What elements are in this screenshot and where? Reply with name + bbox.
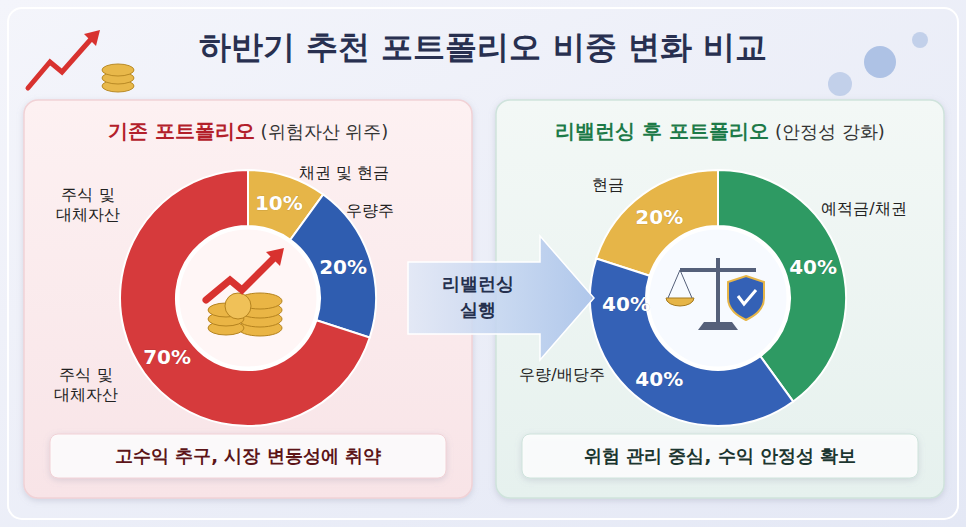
data-label: 20%	[635, 205, 683, 229]
chart-title: 기존 포트폴리오	[108, 119, 255, 143]
donut-hole	[648, 228, 788, 368]
data-label: 40%	[602, 292, 650, 316]
category-label: 주식 및대체자산	[54, 365, 118, 404]
caption-box	[522, 434, 918, 478]
data-label: 10%	[255, 191, 303, 215]
arrow-label: 리밸런싱	[442, 273, 514, 294]
data-label: 70%	[143, 345, 191, 369]
data-label: 40%	[789, 255, 837, 279]
chart-panel: 기존 포트폴리오(위험자산 위주)10%20%70%채권 및 현금우량주주식 및…	[24, 100, 472, 498]
data-label: 20%	[319, 255, 367, 279]
panel	[24, 100, 472, 498]
slice	[120, 170, 370, 426]
arrow-label: 실행	[460, 299, 496, 320]
caption: 위험 관리 중심, 수익 안정성 확보	[584, 445, 856, 466]
frame	[8, 8, 958, 519]
header-icon	[828, 32, 928, 96]
chart-title: 리밸런싱 후 포트폴리오	[555, 119, 769, 143]
chart-subtitle: (위험자산 위주)	[261, 121, 389, 142]
donut: 10% 20% 70%	[120, 170, 376, 426]
donut: 20% 40% 40% 40%	[590, 170, 846, 426]
data-label: 40%	[635, 367, 683, 391]
background	[0, 0, 966, 527]
chart-subtitle: (안정성 강화)	[775, 121, 885, 142]
category-label: 우량주	[346, 201, 394, 220]
chart-page: 하반기 추천 포트폴리오 비중 변화 비교기존 포트폴리오 (위험자산 위주) 10…	[0, 0, 966, 527]
panel-heading: 기존 포트폴리오 (위험자산 위주)	[108, 119, 389, 143]
donut-hole	[178, 228, 318, 368]
category-label: 현금	[592, 175, 624, 194]
center-icon	[206, 248, 284, 336]
title: 하반기 추천 포트폴리오 비중 변화 비교	[199, 28, 767, 66]
category-label: 채권 및 현금	[299, 163, 389, 182]
category-label: 우량/배당주	[519, 365, 604, 384]
header-icon	[28, 30, 134, 92]
center-icon	[666, 258, 764, 330]
caption-box	[50, 434, 446, 478]
panel-heading: 리밸런싱 후 포트폴리오 (안정성 강화)	[555, 119, 885, 143]
category-label: 주식 및대체자산	[56, 185, 120, 224]
arrow: 리밸런싱실행	[408, 236, 594, 360]
category-label: 예적금/채권	[821, 199, 906, 218]
caption: 고수익 추구, 시장 변동성에 취약	[115, 445, 381, 466]
